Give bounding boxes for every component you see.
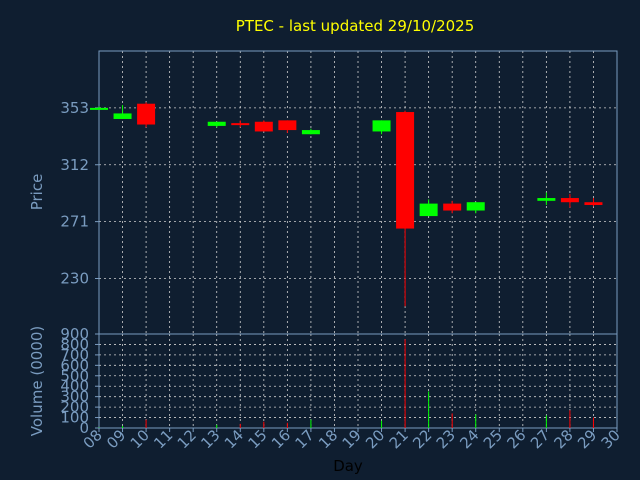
x-tick-label: 17: [292, 426, 318, 452]
volume-tick-label: 600: [60, 356, 89, 374]
x-tick-label: 29: [574, 426, 600, 452]
x-tick-label: 28: [551, 426, 577, 452]
candle-body: [254, 121, 273, 132]
candle-body: [419, 203, 438, 217]
x-tick-label: 27: [527, 426, 553, 452]
volume-grid: [98, 333, 618, 429]
price-tick-label: 271: [60, 213, 89, 231]
volume-tick-label: 300: [60, 388, 89, 406]
volume-tick-label: 800: [60, 335, 89, 353]
x-tick-label: 14: [221, 426, 247, 452]
candles: [90, 102, 603, 307]
candle-body: [231, 123, 250, 126]
x-tick-label: 20: [362, 426, 388, 452]
candle-body: [90, 107, 108, 110]
candle-body: [396, 112, 415, 229]
candle-body: [443, 203, 462, 211]
chart-title: PTEC - last updated 29/10/2025: [236, 17, 475, 35]
x-tick-label: 11: [150, 426, 176, 452]
x-ticks: 0809101112131415161718192021222324252627…: [80, 426, 624, 452]
candle-body: [560, 198, 579, 203]
volume-bars: [98, 339, 594, 428]
candle-body: [584, 202, 603, 205]
x-tick-label: 30: [598, 426, 624, 452]
volume-tick-label: 200: [60, 398, 89, 416]
x-axis-label: Day: [333, 457, 363, 475]
x-tick-label: 19: [339, 426, 365, 452]
x-tick-label: 16: [268, 426, 294, 452]
candle-body: [207, 121, 226, 126]
x-tick-label: 13: [197, 426, 223, 452]
volume-tick-label: 900: [60, 325, 89, 343]
volume-tick-label: 700: [60, 346, 89, 364]
candle-body: [278, 120, 297, 131]
volume-tick-label: 400: [60, 377, 89, 395]
x-tick-label: 15: [244, 426, 270, 452]
price-y-ticks: 230 271 312 353: [60, 99, 99, 288]
x-tick-label: 26: [503, 426, 529, 452]
price-tick-label: 230: [60, 270, 89, 288]
x-tick-label: 18: [315, 426, 341, 452]
candle-body: [137, 103, 156, 125]
volume-tick-label: 0: [79, 419, 89, 437]
x-tick-label: 23: [433, 426, 459, 452]
x-tick-label: 10: [127, 426, 153, 452]
candle-body: [113, 113, 132, 119]
price-tick-label: 312: [60, 156, 89, 174]
price-grid: [98, 51, 618, 334]
x-tick-label: 24: [456, 426, 482, 452]
price-axis-label: Price: [28, 174, 46, 211]
volume-axis-label: Volume (0000): [28, 326, 46, 436]
x-tick-label: 09: [103, 426, 129, 452]
x-tick-label: 22: [409, 426, 435, 452]
volume-tick-label: 100: [60, 409, 89, 427]
candle-body: [537, 198, 556, 201]
candle-body: [466, 202, 485, 211]
candle-body: [301, 130, 320, 135]
price-tick-label: 353: [60, 99, 89, 117]
volume-tick-label: 500: [60, 367, 89, 385]
candle-body: [372, 120, 391, 132]
x-tick-label: 21: [386, 426, 412, 452]
x-tick-label: 25: [480, 426, 506, 452]
x-tick-label: 12: [174, 426, 200, 452]
